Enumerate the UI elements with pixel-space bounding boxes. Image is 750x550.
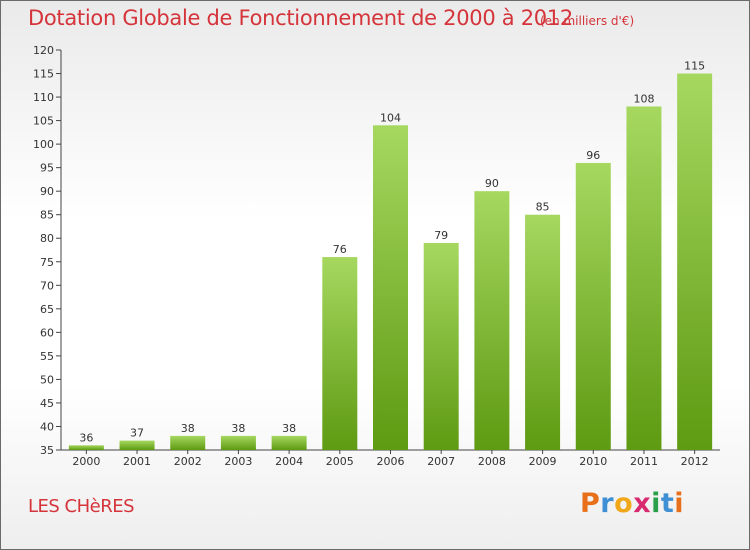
logo-letter: i — [651, 488, 661, 519]
logo-letter: t — [660, 488, 675, 519]
data-label: 76 — [333, 243, 347, 256]
y-tick-label: 80 — [40, 232, 54, 245]
bar — [677, 73, 713, 450]
data-label: 96 — [586, 149, 600, 162]
y-tick-label: 70 — [40, 279, 54, 292]
bar — [626, 106, 662, 451]
y-tick-label: 100 — [33, 138, 54, 151]
logo-letter: P — [580, 488, 601, 519]
data-label: 38 — [231, 422, 245, 435]
logo-letter: x — [633, 488, 652, 519]
y-tick-label: 35 — [40, 444, 54, 457]
bar — [271, 435, 307, 450]
bar — [423, 242, 459, 450]
y-tick-label: 40 — [40, 420, 54, 433]
x-tick-label: 2004 — [275, 455, 303, 468]
data-label: 115 — [684, 60, 705, 73]
commune-name: LES CHèRES — [28, 496, 135, 517]
y-tick-label: 90 — [40, 185, 54, 198]
y-tick-label: 60 — [40, 326, 54, 339]
y-tick-label: 55 — [40, 350, 54, 363]
bar — [525, 214, 561, 450]
logo-letter: i — [674, 488, 685, 519]
data-label: 38 — [282, 422, 296, 435]
x-tick-label: 2010 — [579, 455, 607, 468]
logo-letter: o — [614, 488, 634, 519]
x-tick-label: 2009 — [529, 455, 557, 468]
y-tick-label: 115 — [33, 68, 54, 81]
x-tick-label: 2003 — [224, 455, 252, 468]
chart-title: Dotation Globale de Fonctionnement de 20… — [28, 6, 573, 30]
bar — [119, 440, 155, 450]
chart-subtitle: (en milliers d'€) — [540, 14, 635, 28]
y-tick-label: 50 — [40, 373, 54, 386]
bar — [575, 162, 611, 451]
x-tick-label: 2001 — [123, 455, 151, 468]
y-tick-label: 75 — [40, 256, 54, 269]
proxiti-logo: Proxiti — [580, 488, 684, 519]
x-tick-label: 2011 — [630, 455, 658, 468]
x-tick-label: 2000 — [72, 455, 100, 468]
x-tick-label: 2005 — [326, 455, 354, 468]
x-tick-label: 2012 — [681, 455, 709, 468]
y-tick-label: 45 — [40, 397, 54, 410]
y-tick-label: 85 — [40, 209, 54, 222]
y-tick-label: 65 — [40, 303, 54, 316]
y-tick-label: 110 — [33, 91, 54, 104]
bar — [322, 257, 358, 450]
y-tick-label: 95 — [40, 162, 54, 175]
bar — [373, 125, 408, 450]
bar — [220, 435, 256, 450]
data-labels: 36 37 38 38 38 76 104 79 90 85 96 108 115 — [79, 60, 705, 445]
data-label: 37 — [130, 427, 144, 440]
data-label: 38 — [181, 422, 195, 435]
data-label: 79 — [434, 229, 448, 242]
bars — [68, 73, 713, 451]
data-label: 90 — [485, 177, 499, 190]
x-tick-label: 2002 — [174, 455, 202, 468]
logo-letter: r — [600, 488, 615, 519]
bar — [68, 445, 104, 450]
y-tick-label: 105 — [33, 115, 54, 128]
data-label: 36 — [79, 431, 93, 444]
x-tick-label: 2008 — [478, 455, 506, 468]
data-label: 108 — [633, 92, 654, 105]
x-tick-label: 2006 — [377, 455, 405, 468]
bar — [474, 191, 510, 451]
data-label: 104 — [380, 111, 401, 124]
y-tick-label: 120 — [33, 44, 54, 57]
data-label: 85 — [536, 201, 550, 214]
x-tick-label: 2007 — [427, 455, 455, 468]
bar — [170, 435, 206, 450]
